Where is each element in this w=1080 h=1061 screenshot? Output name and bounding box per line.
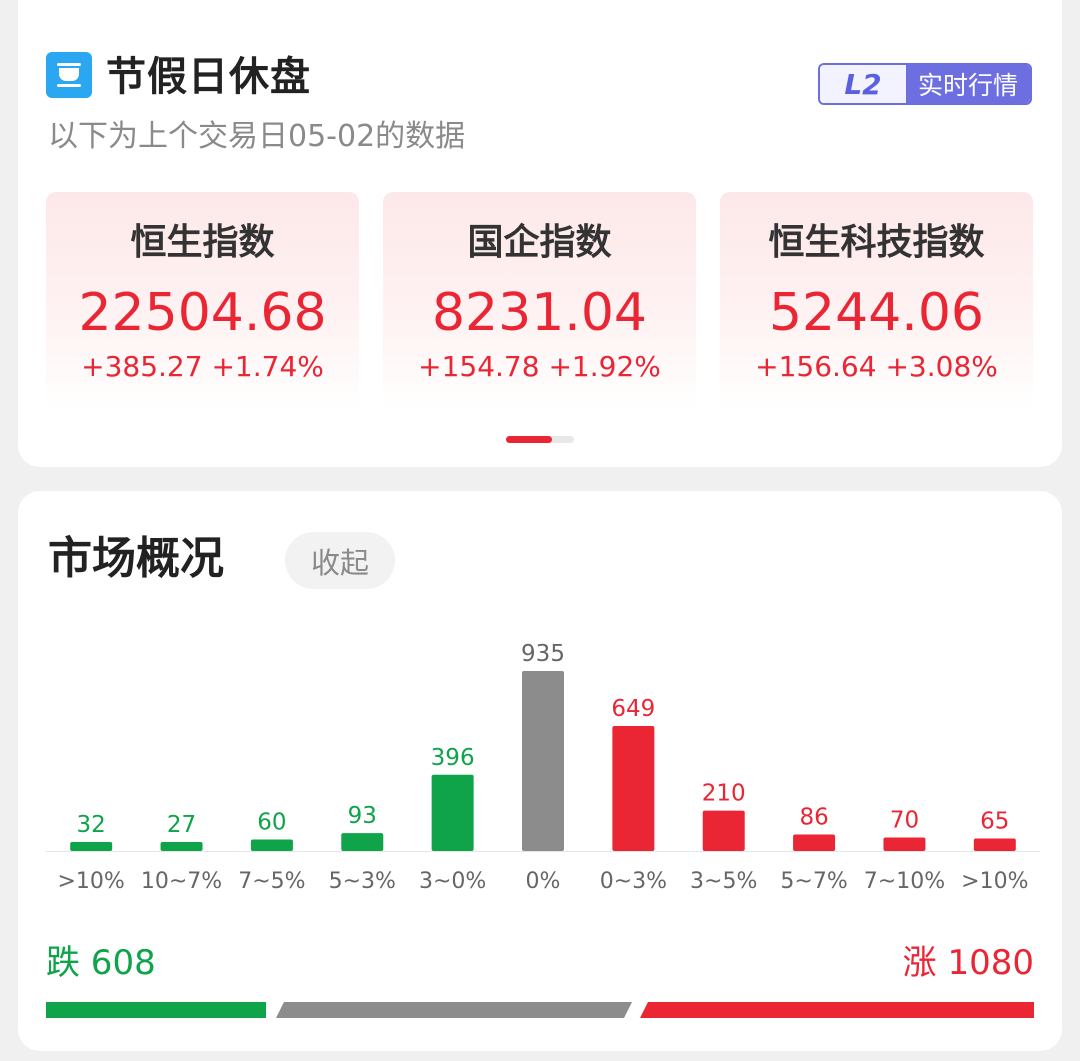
bar-value-label: 396 <box>431 745 475 771</box>
flat-ratio-bar <box>276 1002 632 1018</box>
index-change: +156.64 +3.08% <box>755 350 998 383</box>
coffee-cup-icon <box>46 52 92 98</box>
index-name: 国企指数 <box>467 222 612 263</box>
holiday-close-card: 节假日休盘 以下为上个交易日05-02的数据 L2 实时行情 恒生指数 2250… <box>18 0 1062 467</box>
category-tick-label: 3~5% <box>690 869 757 894</box>
chart-bar <box>793 834 836 851</box>
fall-ratio-bar <box>46 1002 266 1018</box>
chart-bar <box>973 838 1016 851</box>
market-overview-title: 市场概况 <box>48 533 224 584</box>
chart-bar <box>702 810 745 851</box>
category-tick-label: 7~10% <box>864 869 945 894</box>
section-title: 节假日休盘 <box>106 54 311 100</box>
bar-value-label: 60 <box>257 809 286 835</box>
chart-bar <box>341 833 384 851</box>
market-overview-card: 市场概况 收起 32 >10% 27 10~7% 60 7~5% 93 5~3% 396 3~0%… <box>18 491 1062 1051</box>
chart-bar <box>431 774 474 851</box>
pager-active-indicator <box>506 436 552 443</box>
chart-bar <box>522 671 564 851</box>
chart-bar <box>883 837 926 851</box>
bar-value-label: 70 <box>890 808 919 834</box>
bar-value-label: 649 <box>611 696 655 722</box>
l2-label: L2 <box>820 65 906 103</box>
rise-ratio-bar <box>640 1002 1034 1018</box>
bar-value-label: 65 <box>980 808 1009 834</box>
bar-value-label: 27 <box>167 812 196 838</box>
bar-value-label: 93 <box>348 803 377 829</box>
realtime-label: 实时行情 <box>906 65 1030 103</box>
index-change: +385.27 +1.74% <box>81 350 324 383</box>
category-tick-label: 5~7% <box>780 869 847 894</box>
category-tick-label: 0% <box>526 869 561 894</box>
index-value: 5244.06 <box>768 283 985 343</box>
category-tick-label: >10% <box>58 869 125 894</box>
index-card-hstech[interactable]: 恒生科技指数 5244.06 +156.64 +3.08% <box>720 192 1033 410</box>
chart-bar <box>250 839 293 851</box>
category-tick-label: 3~0% <box>419 869 486 894</box>
fall-count: 跌 608 <box>46 943 156 983</box>
chart-bar <box>70 842 113 851</box>
index-name: 恒生指数 <box>130 222 275 263</box>
bar-value-label: 86 <box>799 804 828 830</box>
index-name: 恒生科技指数 <box>768 222 985 263</box>
collapse-button[interactable]: 收起 <box>285 532 395 589</box>
index-change: +154.78 +1.92% <box>418 350 661 383</box>
carousel-pager <box>506 436 574 443</box>
category-tick-label: 10~7% <box>141 869 222 894</box>
index-card-hsi[interactable]: 恒生指数 22504.68 +385.27 +1.74% <box>46 192 359 410</box>
bar-value-label: 32 <box>77 812 106 838</box>
section-subtitle: 以下为上个交易日05-02的数据 <box>48 119 466 154</box>
chart-bar <box>160 842 203 851</box>
chart-bar <box>612 726 655 851</box>
category-tick-label: >10% <box>961 869 1028 894</box>
index-value: 8231.04 <box>431 283 648 343</box>
l2-realtime-badge[interactable]: L2 实时行情 <box>818 63 1032 105</box>
price-change-distribution-chart: 32 >10% 27 10~7% 60 7~5% 93 5~3% 396 3~0% 935 0% 649… <box>46 641 1040 894</box>
bar-value-label: 210 <box>702 781 746 807</box>
category-tick-label: 5~3% <box>329 869 396 894</box>
index-value: 22504.68 <box>78 283 327 343</box>
index-card-hscei[interactable]: 国企指数 8231.04 +154.78 +1.92% <box>383 192 696 410</box>
category-tick-label: 0~3% <box>600 869 667 894</box>
rise-count: 涨 1080 <box>902 943 1034 983</box>
category-tick-label: 7~5% <box>238 869 305 894</box>
bar-value-label: 935 <box>521 641 565 667</box>
